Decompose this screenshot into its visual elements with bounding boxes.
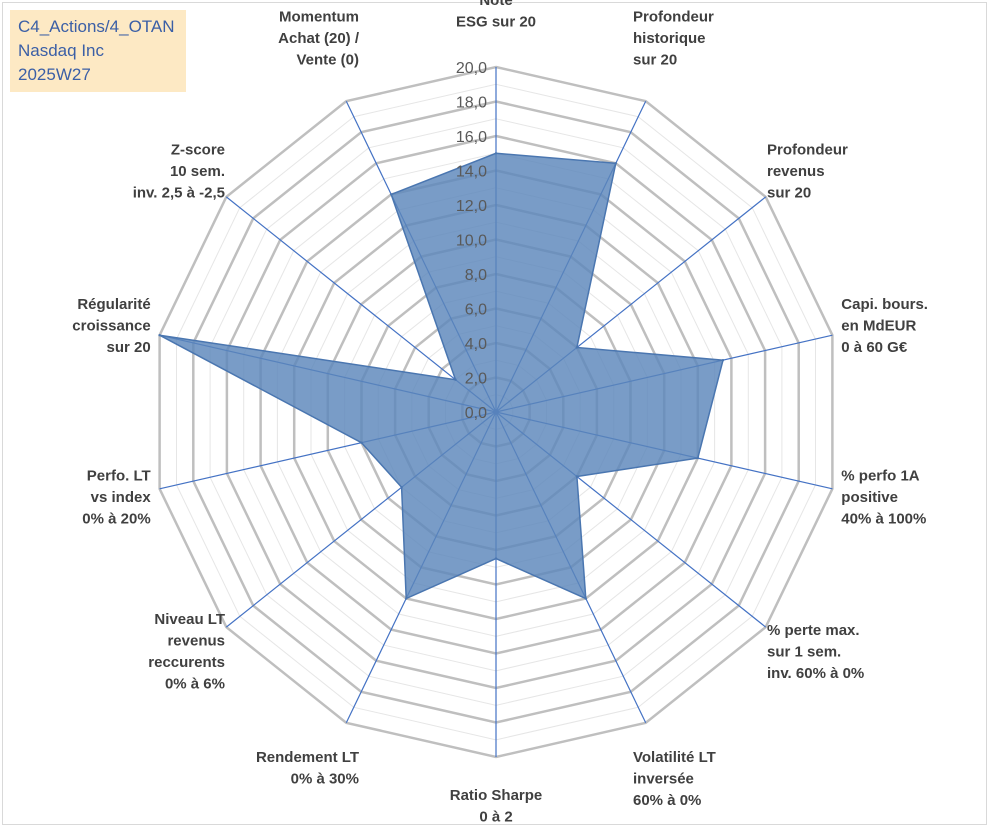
axis-label-line: sur 20 xyxy=(767,185,811,202)
axis-label-line: Achat (20) / xyxy=(278,30,360,47)
data-point xyxy=(575,346,579,349)
axis-label-line: Perfo. LT xyxy=(87,467,151,484)
axis-label-line: ESG sur 20 xyxy=(456,14,536,31)
tick-label: 6,0 xyxy=(465,302,487,319)
axis-label: Régularité croissance sur 20 xyxy=(72,296,150,356)
axis-labels: Note ESG sur 20 Profondeur historique sur 20… xyxy=(72,0,928,826)
tick-label: 12,0 xyxy=(456,198,487,215)
axis-label-line: Z-score xyxy=(171,142,225,159)
axis-label: Z-score 10 sem. inv. 2,5 à -2,5 xyxy=(133,142,225,202)
tick-label: 16,0 xyxy=(456,129,487,146)
info-category: C4_Actions/4_OTAN xyxy=(18,17,175,36)
axis-label: Volatilité LT inversée 60% à 0% xyxy=(633,749,716,809)
info-week: 2025W27 xyxy=(18,65,91,84)
axis-label: Note ESG sur 20 xyxy=(456,0,536,31)
axis-label-line: vs index xyxy=(91,489,152,506)
data-point xyxy=(721,359,725,362)
axis-label-line: inversée xyxy=(633,770,694,787)
axis-label: Rendement LT 0% à 30% xyxy=(256,749,359,788)
data-point xyxy=(400,486,403,489)
axis-label-line: sur 20 xyxy=(106,339,150,356)
axis-label: Capi. bours. en MdEUR 0 à 60 G€ xyxy=(841,296,928,356)
data-point xyxy=(696,456,699,460)
axis-label: % perfo 1A positive 40% à 100% xyxy=(841,467,926,527)
axis-label-line: 60% à 0% xyxy=(633,792,701,809)
axis-label-line: historique xyxy=(633,30,706,47)
info-box: C4_Actions/4_OTAN Nasdaq Inc 2025W27 xyxy=(10,10,186,92)
data-point xyxy=(575,475,579,478)
axis-label-line: 10 sem. xyxy=(170,163,225,180)
axis-label-line: positive xyxy=(841,489,898,506)
axis-label-line: inv. 2,5 à -2,5 xyxy=(133,185,225,202)
axis-label-line: Note xyxy=(479,0,512,9)
axis-label-line: croissance xyxy=(72,318,150,335)
radial-tick-labels: 0,0 2,0 4,0 6,0 8,0 10,0 12,0 14,0 16,0 18,0 20,0 xyxy=(456,60,487,422)
axis-label-line: inv. 60% à 0% xyxy=(767,665,864,682)
axis-label-line: Volatilité LT xyxy=(633,749,716,766)
axis-label: Profondeur historique sur 20 xyxy=(633,9,714,69)
axis-label-line: Capi. bours. xyxy=(841,296,928,313)
axis-label-line: 0 à 60 G€ xyxy=(841,339,908,356)
data-point xyxy=(405,597,408,600)
axis-label-line: en MdEUR xyxy=(841,318,916,335)
axis-spoke xyxy=(225,196,497,413)
data-point xyxy=(494,152,498,155)
axis-label: Ratio Sharpe 0 à 2 xyxy=(450,787,543,826)
axis-label-line: 0% à 20% xyxy=(82,510,150,527)
axis-label-line: Niveau LT xyxy=(154,611,225,628)
tick-label: 2,0 xyxy=(465,371,487,388)
axis-label-line: Rendement LT xyxy=(256,749,359,766)
axis-label-line: Profondeur xyxy=(767,142,848,159)
axis-label-line: sur 1 sem. xyxy=(767,643,841,660)
axis-label-line: Vente (0) xyxy=(296,52,359,69)
axis-label: Momentum Achat (20) / Vente (0) xyxy=(278,9,360,69)
tick-label: 10,0 xyxy=(456,233,487,250)
data-point xyxy=(360,441,363,444)
axis-label-line: revenus xyxy=(767,163,825,180)
data-series xyxy=(158,152,725,600)
data-point xyxy=(454,378,457,381)
info-company: Nasdaq Inc xyxy=(18,41,104,60)
data-point xyxy=(158,334,161,337)
axis-label-line: Régularité xyxy=(77,296,150,313)
axis-label-line: reccurents xyxy=(148,654,225,671)
tick-label: 4,0 xyxy=(465,336,487,353)
data-point xyxy=(494,557,498,560)
axis-label-line: % perfo 1A xyxy=(841,467,920,484)
data-point xyxy=(390,193,393,196)
axis-label-line: Momentum xyxy=(279,9,359,26)
axis-label-line: sur 20 xyxy=(633,52,677,69)
tick-label: 8,0 xyxy=(465,267,487,284)
axis-label: Niveau LT revenus reccurents 0% à 6% xyxy=(148,611,225,693)
axis-label: Perfo. LT vs index 0% à 20% xyxy=(82,467,151,527)
axis-label-line: revenus xyxy=(167,633,225,650)
axis-label-line: % perte max. xyxy=(767,622,860,639)
tick-label: 14,0 xyxy=(456,164,487,181)
data-point xyxy=(584,597,587,600)
axis-label-line: 0% à 6% xyxy=(165,676,225,693)
axis-label: Profondeur revenus sur 20 xyxy=(767,142,848,202)
axis-label-line: 40% à 100% xyxy=(841,510,926,527)
series-area xyxy=(159,152,724,600)
axis-label-line: 0 à 2 xyxy=(479,809,512,826)
axis-label-line: 0% à 30% xyxy=(291,770,359,787)
data-point xyxy=(614,162,617,165)
tick-label: 20,0 xyxy=(456,60,487,77)
tick-label: 0,0 xyxy=(465,405,487,422)
axis-label-line: Ratio Sharpe xyxy=(450,787,543,804)
axis-label: % perte max. sur 1 sem. inv. 60% à 0% xyxy=(767,622,864,682)
axis-label-line: Profondeur xyxy=(633,9,714,26)
tick-label: 18,0 xyxy=(456,95,487,112)
